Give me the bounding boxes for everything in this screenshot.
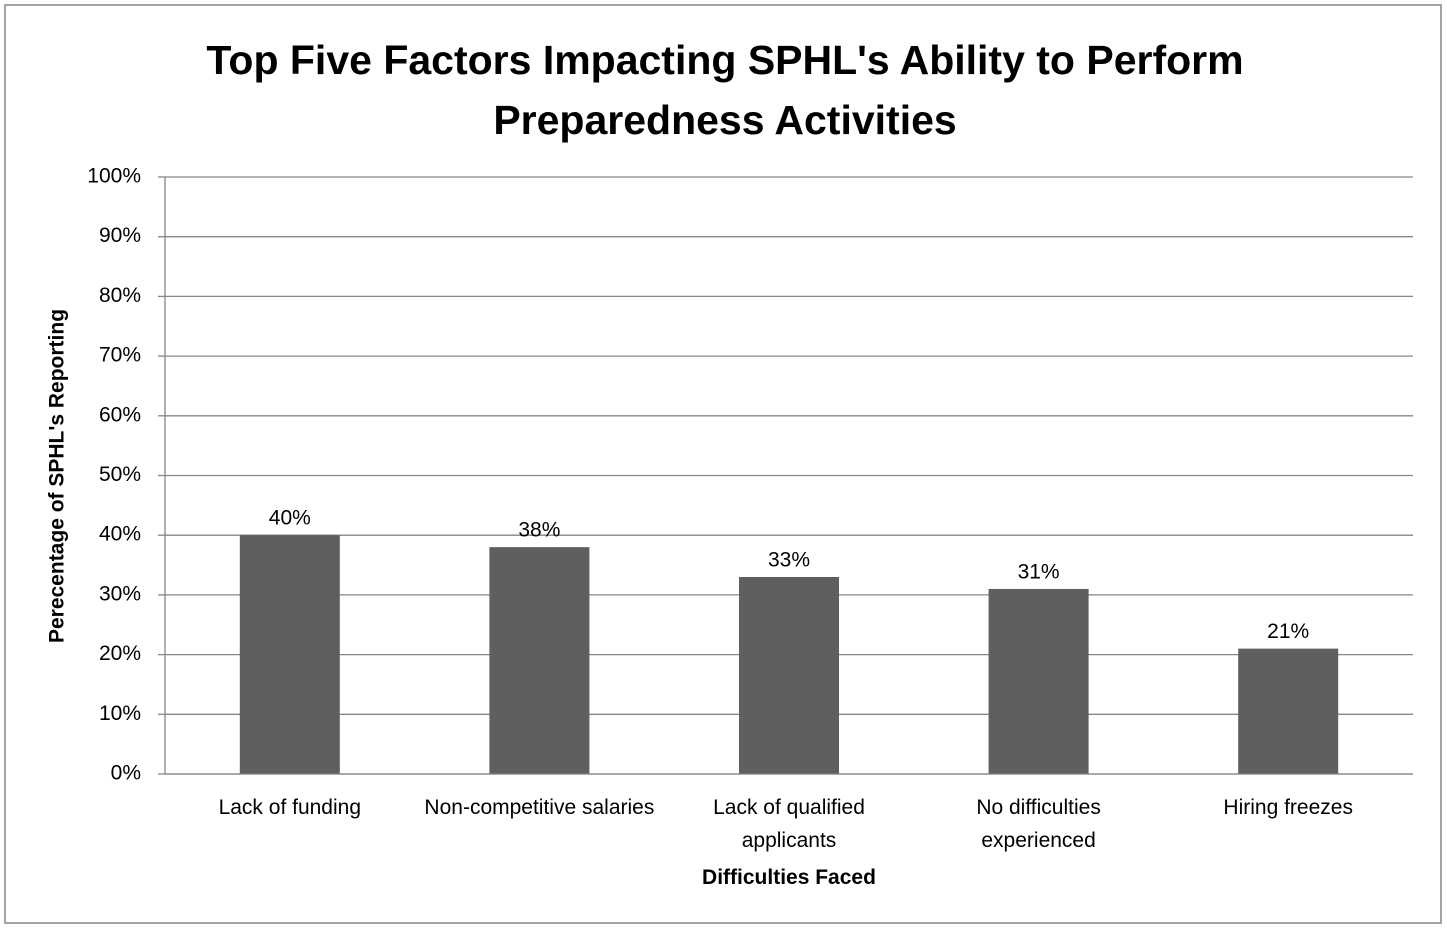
y-tick-label: 20% [99,642,141,665]
bar [1238,648,1339,774]
y-tick-label: 70% [99,344,141,367]
data-label: 33% [768,549,810,572]
y-tick-label: 60% [99,403,141,426]
data-label: 31% [1018,560,1060,583]
bar [489,547,590,774]
x-tick-label: Hiring freezes [1223,796,1353,819]
y-tick-label: 80% [99,284,141,307]
chart-title: Top Five Factors Impacting SPHL's Abilit… [206,37,1244,143]
x-tick-label: Lack of qualified applicants [713,796,865,852]
bar [239,535,340,774]
y-tick-label: 30% [99,582,141,605]
y-tick-label: 100% [87,165,141,188]
y-tick-label: 10% [99,702,141,725]
x-tick-label: Non-competitive salaries [424,796,655,819]
bar [739,576,839,774]
data-label: 38% [518,519,560,542]
y-tick-label: 90% [99,224,141,247]
y-tick-label: 0% [111,762,141,785]
chart-border [4,4,1442,924]
x-tick-label: Lack of funding [218,796,362,819]
y-axis-label: Perecentage of SPHL's Reporting [46,309,69,643]
data-label: 40% [269,507,311,530]
data-label: 21% [1267,620,1309,643]
y-tick-label: 40% [99,523,141,546]
x-axis-label: Difficulties Faced [702,866,876,889]
x-tick-label: No difficulties experienced [976,796,1101,852]
y-tick-label: 50% [99,463,141,486]
bar [988,588,1089,774]
